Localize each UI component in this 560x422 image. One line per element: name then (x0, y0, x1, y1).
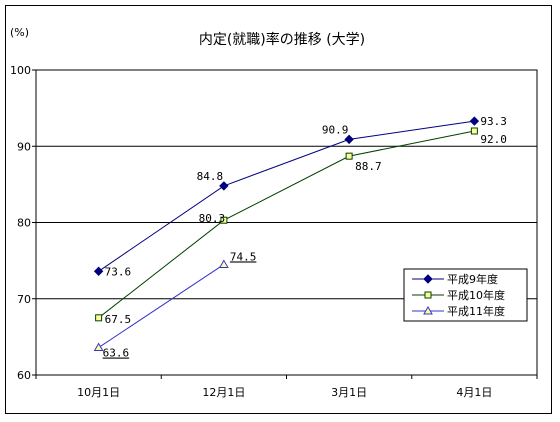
data-label: 80.3 (199, 212, 226, 225)
data-point (469, 116, 480, 126)
data-label: 67.5 (105, 313, 132, 326)
data-point (219, 181, 229, 191)
data-label: 84.8 (197, 170, 224, 183)
series-line (98, 130, 475, 319)
data-point (344, 134, 354, 145)
data-point (220, 216, 228, 224)
y-axis-label: (%) (10, 26, 29, 39)
y-tick-label: 70 (17, 293, 31, 306)
data-label: 74.5 (230, 250, 257, 263)
legend-marker (423, 305, 433, 315)
data-point (93, 266, 104, 277)
y-tick-label: 80 (17, 217, 31, 230)
x-tick-label: 4月1日 (456, 386, 492, 399)
legend-label: 平成10年度 (447, 288, 505, 302)
y-tick-label: 90 (17, 140, 31, 153)
data-point (219, 259, 229, 268)
x-tick-label: 12月1日 (202, 386, 245, 399)
data-label: 73.6 (105, 265, 132, 278)
data-point (345, 152, 353, 160)
data-point (93, 342, 104, 352)
data-label: 88.7 (355, 160, 382, 173)
y-tick-label: 60 (17, 369, 31, 382)
plot-area: 60 70 80 90 100 10月1日 12月1日 3月1日 4月1日 73.6 84.8 90.… (10, 64, 538, 399)
x-tick-label: 10月1日 (77, 386, 120, 399)
legend-marker (423, 274, 433, 284)
series-line (98, 264, 225, 348)
chart-title: 内定(就職)率の推移 (大学) (199, 31, 365, 48)
legend-label: 平成9年度 (447, 272, 498, 286)
legend-label: 平成11年度 (447, 304, 505, 318)
data-label: 90.9 (322, 123, 349, 136)
y-tick-label: 100 (10, 64, 31, 77)
data-point (470, 127, 478, 135)
data-label: 93.3 (480, 115, 507, 128)
data-label: 63.6 (103, 347, 130, 360)
legend-marker (424, 291, 432, 299)
x-tick-label: 3月1日 (331, 386, 367, 399)
data-label: 92.0 (480, 133, 507, 146)
data-point (95, 314, 103, 322)
series-line (98, 120, 475, 272)
